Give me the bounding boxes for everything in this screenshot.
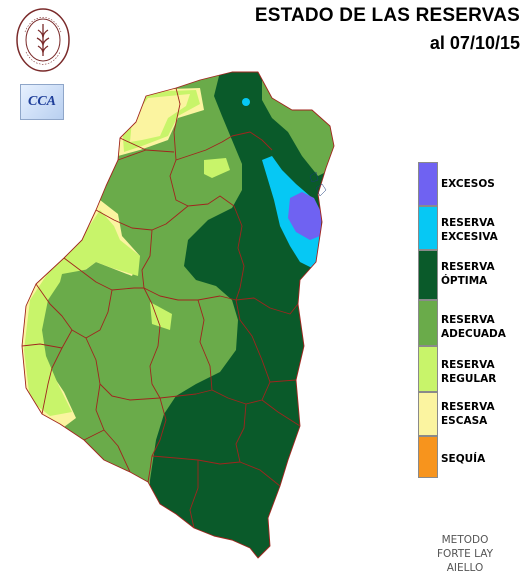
method-note: METODO FORTE LAY AIELLO	[420, 533, 510, 575]
legend-label-excesos: EXCESOS	[441, 177, 495, 191]
legend-label-escasa-line1: RESERVA	[441, 401, 495, 413]
adecuada-patch-west	[58, 266, 110, 290]
method-line3: AIELLO	[446, 562, 484, 574]
method-line1: METODO	[441, 534, 489, 546]
legend-swatch-adecuada	[418, 300, 438, 346]
legend-swatch-excesos	[418, 162, 438, 206]
legend-label-escasa: RESERVA ESCASA	[441, 400, 495, 428]
map-date: al 07/10/15	[429, 33, 520, 53]
legend-label-regular: RESERVA REGULAR	[441, 358, 496, 386]
adecuada-patch-ne	[290, 110, 334, 160]
legend-label-sequia-line1: SEQUÍA	[441, 453, 486, 465]
regular-zone-west	[24, 210, 140, 416]
department-borders	[21, 71, 335, 559]
legend-label-adecuada-line1: RESERVA	[441, 314, 495, 326]
regular-zone-center	[204, 158, 230, 178]
legend-label-excesiva-line1: RESERVA	[441, 217, 495, 229]
legend-label-excesiva-line2: EXCESIVA	[441, 231, 498, 243]
legend-label-excesiva: RESERVA EXCESIVA	[441, 216, 498, 244]
method-line2: FORTE LAY	[436, 548, 494, 560]
legend-label-escasa-line2: ESCASA	[441, 415, 488, 427]
legend-label-regular-line1: RESERVA	[441, 359, 495, 371]
legend-swatch-escasa	[418, 392, 438, 436]
legend-label-sequia: SEQUÍA	[441, 452, 485, 466]
bolsa-cereales-seal-logo	[16, 8, 70, 72]
legend-swatch-excesiva	[418, 206, 438, 250]
legend-label-optima-line1: RESERVA	[441, 261, 495, 273]
legend-swatch-sequia	[418, 436, 438, 478]
legend-label-optima-line2: ÓPTIMA	[441, 275, 488, 287]
legend-label-adecuada-line2: ADECUADA	[441, 328, 506, 340]
river-islands	[309, 171, 327, 197]
excesiva-spot	[242, 98, 250, 106]
cca-logo: CCA	[20, 84, 64, 120]
regular-zone-patch	[150, 302, 172, 330]
legend-label-adecuada: RESERVA ADECUADA	[441, 313, 506, 341]
legend-label-regular-line2: REGULAR	[441, 373, 497, 385]
legend-label-excesos-line1: EXCESOS	[441, 178, 495, 190]
map-title: ESTADO DE LAS RESERVAS	[254, 5, 520, 26]
excesos-zone	[288, 192, 322, 240]
legend-swatch-optima	[418, 250, 438, 300]
legend-swatch-regular	[418, 346, 438, 392]
legend-label-optima: RESERVA ÓPTIMA	[441, 260, 495, 288]
escasa-zone-north-core	[130, 94, 190, 142]
cca-logo-text: CCA	[27, 94, 56, 109]
